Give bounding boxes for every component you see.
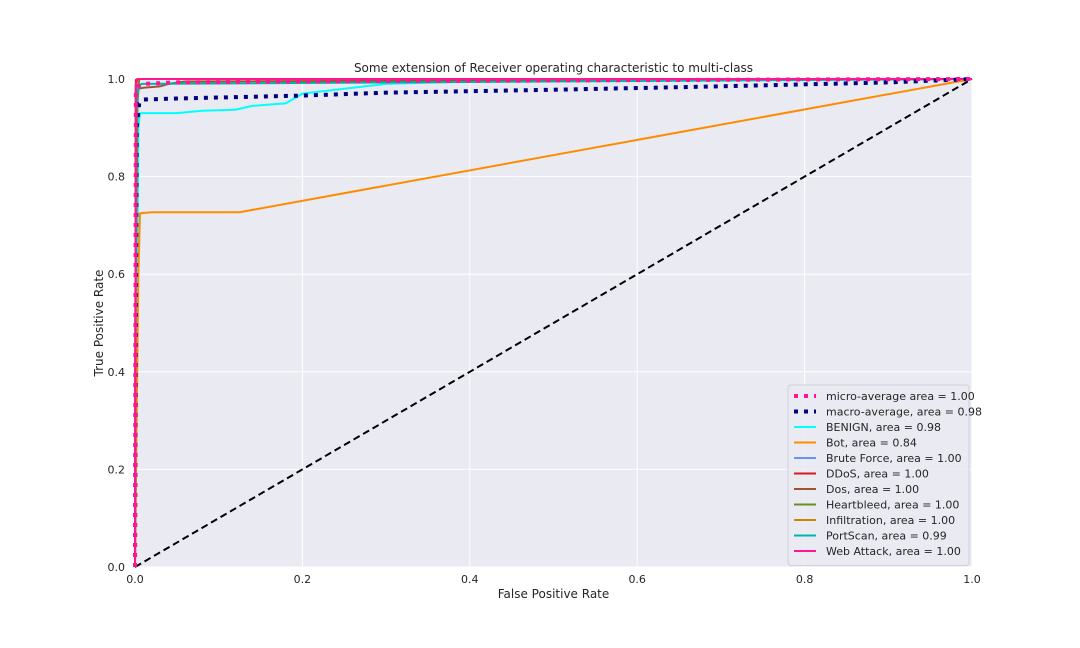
legend-label: Brute Force, area = 1.00	[826, 452, 962, 465]
y-tick-label: 0.2	[108, 463, 126, 476]
legend-label: BENIGN, area = 0.98	[826, 421, 941, 434]
x-axis-label: False Positive Rate	[498, 587, 610, 601]
legend-label: PortScan, area = 0.99	[826, 530, 947, 543]
legend-label: micro-average area = 1.00	[826, 390, 975, 403]
series-line-micro-average1-00	[133, 77, 973, 568]
series-line-bot	[134, 78, 973, 568]
legend: micro-average area = 1.00 macro-average, …	[787, 384, 982, 566]
y-tick-label: 0.8	[108, 171, 126, 184]
x-tick-label: 0.2	[294, 573, 312, 586]
y-tick-label: 0.0	[108, 561, 126, 574]
legend-label: Infiltration, area = 1.00	[826, 514, 955, 527]
legend-label: Heartbleed, area = 1.00	[826, 499, 959, 512]
y-tick-label: 0.4	[108, 366, 126, 379]
legend-label: Bot, area = 0.84	[826, 437, 917, 450]
legend-label: Web Attack, area = 1.00	[826, 545, 961, 558]
y-axis-label: True Positive Rate	[92, 270, 106, 378]
reference-layer	[134, 78, 973, 568]
x-tick-label: 0.6	[628, 573, 646, 586]
ticks: 0.0 0.2 0.4 0.6 0.8 1.0 0.0 0.2 0.4 0.6 0.8 1.0	[108, 73, 981, 586]
legend-label: macro-average, area = 0.98	[826, 406, 982, 419]
legend-label: Dos, area = 1.00	[826, 483, 919, 496]
y-tick-label: 1.0	[108, 73, 126, 86]
series-layer	[133, 77, 973, 568]
x-tick-label: 0.0	[126, 573, 144, 586]
chart-title: Some extension of Receiver operating cha…	[354, 61, 753, 75]
reference-diagonal-line	[134, 78, 973, 568]
x-tick-label: 1.0	[963, 573, 981, 586]
legend-label: DDoS, area = 1.00	[826, 468, 929, 481]
x-tick-label: 0.8	[796, 573, 814, 586]
legend-box	[787, 384, 970, 566]
x-tick-label: 0.4	[461, 573, 479, 586]
y-tick-label: 0.6	[108, 268, 126, 281]
